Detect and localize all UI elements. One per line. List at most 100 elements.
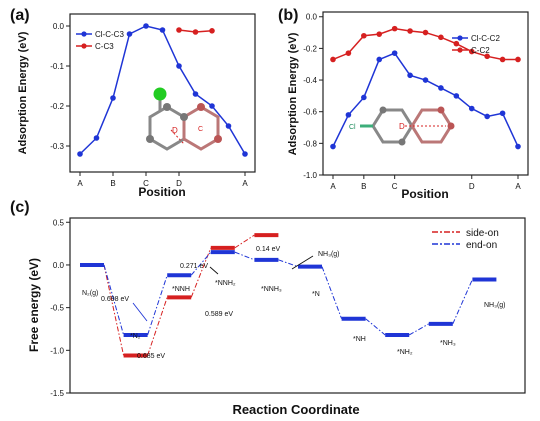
carbon-atom-a — [180, 113, 188, 121]
legend-label-c-0: side-on — [466, 228, 499, 239]
legend-label-a-1: C-C3 — [95, 42, 114, 51]
y-tick-label-b: 0.0 — [306, 13, 318, 22]
data-point-a-0 — [110, 95, 116, 101]
data-point-a-1 — [209, 28, 215, 34]
y-tick-label-c: 0.5 — [53, 218, 65, 227]
y-tick-label-a: 0.0 — [53, 22, 65, 31]
carbon-atom-b — [447, 122, 455, 130]
data-point-b-0 — [376, 56, 383, 63]
y-axis-label-a: Adsorption Energy (eV) — [17, 31, 29, 154]
chart-panel-a: Adsorption Energy (eV) Position 0.0 -0.1 -… — [17, 13, 256, 199]
x-axis-label-b: Position — [401, 187, 448, 201]
arrow-0271 — [209, 266, 219, 275]
chart-panel-b: Adsorption Energy (eV) Position 0.0 -0.2 -… — [287, 11, 529, 201]
data-point-b-0 — [468, 105, 475, 112]
plot-frame-c — [69, 217, 526, 394]
label-nh: *NH — [353, 336, 366, 343]
legend-b: Cl-C-C2 C-C2 — [452, 34, 500, 55]
label-nh3g-side: NH₃(g) — [318, 251, 340, 258]
legend-label-b-1: C-C2 — [471, 46, 490, 55]
cl-atom-a — [153, 87, 167, 101]
connector-1 — [452, 279, 473, 325]
label-n2: *N₂ — [130, 333, 141, 340]
legend-marker-a-0 — [81, 31, 87, 37]
energy-label-0698: 0.698 eV — [101, 296, 129, 303]
data-point-a-0 — [209, 103, 215, 109]
connector-1 — [234, 251, 255, 261]
data-point-a-1 — [192, 29, 199, 35]
data-point-b-0 — [515, 143, 521, 150]
connector-1 — [278, 259, 299, 268]
data-point-a-0 — [192, 91, 199, 97]
y-tick-label-b: -0.8 — [303, 139, 317, 148]
legend-label-a-0: Cl-C-C3 — [95, 30, 124, 39]
data-point-b-1 — [484, 53, 490, 60]
data-point-b-0 — [391, 50, 398, 56]
y-tick-label-c: 0.0 — [53, 261, 65, 270]
data-point-a-0 — [93, 135, 100, 141]
plot-frame-b — [322, 11, 529, 176]
molecule-inset-b: Cl D — [349, 106, 455, 146]
y-tick-label-b: -1.0 — [303, 171, 317, 180]
y-tick-label-a: -0.3 — [50, 142, 64, 151]
carbon-atom-b — [437, 106, 445, 114]
data-point-b-0 — [422, 77, 429, 83]
data-point-b-1 — [407, 28, 413, 34]
data-point-b-1 — [468, 48, 475, 55]
y-tick-label-c: -0.5 — [50, 304, 64, 313]
y-tick-label-c: -1.0 — [50, 346, 64, 355]
data-point-a-0 — [242, 151, 248, 157]
x-tick-label-a: A — [77, 179, 83, 188]
data-point-b-0 — [407, 72, 413, 79]
inset-label-c-a: C — [198, 126, 203, 133]
y-axis-label-b: Adsorption Energy (eV) — [287, 32, 299, 155]
legend-a: Cl-C-C3 C-C3 — [76, 30, 124, 51]
panel-a-label: (a) — [10, 7, 30, 24]
connector-1 — [190, 251, 212, 276]
data-point-a-0 — [176, 63, 182, 69]
data-point-b-0 — [499, 110, 506, 117]
label-nh3: *NH₃ — [440, 340, 456, 347]
data-point-b-1 — [438, 34, 444, 41]
x-tick-label-a: B — [110, 179, 115, 188]
data-point-b-0 — [330, 143, 336, 150]
data-point-b-1 — [515, 56, 521, 63]
legend-c: side-on end-on — [432, 228, 499, 251]
x-axis-label-c: Reaction Coordinate — [232, 402, 359, 417]
x-tick-label-a: C — [143, 179, 149, 188]
x-tick-label-b: B — [361, 182, 366, 191]
carbon-atom-a — [197, 103, 205, 111]
data-point-b-1 — [453, 40, 460, 47]
connector-1 — [365, 318, 386, 336]
legend-label-b-0: Cl-C-C2 — [471, 34, 500, 43]
data-point-b-1 — [345, 50, 352, 56]
x-tick-label-b: A — [330, 182, 336, 191]
energy-label-014: 0.14 eV — [256, 246, 280, 253]
x-tick-label-a: D — [176, 179, 182, 188]
x-tick-label-a: A — [242, 179, 248, 188]
legend-marker-a-1 — [81, 43, 87, 49]
data-point-b-0 — [438, 85, 444, 91]
panel-b-label: (b) — [278, 7, 298, 24]
inset-label-d-b: D — [399, 122, 405, 131]
x-tick-label-b: C — [392, 182, 398, 191]
direction-arrow-a — [170, 129, 185, 145]
label-nnh3: *NNH₃ — [261, 286, 282, 293]
ring-left-a — [148, 105, 186, 151]
y-tick-label-b: -0.2 — [303, 44, 317, 53]
energy-label-0271: 0.271 eV — [180, 263, 208, 270]
label-n2g: N₂(g) — [82, 290, 98, 297]
annotations-c: N₂(g) *N₂ *NNH *NNH₂ *NNH₃ *N *NH *NH₂ *… — [82, 246, 506, 360]
data-point-a-0 — [159, 27, 166, 33]
arrow-nh3g-side — [291, 255, 314, 270]
carbon-atom-a — [163, 103, 171, 111]
y-tick-label-b: -0.6 — [303, 108, 317, 117]
y-tick-label-a: -0.1 — [50, 62, 64, 71]
data-point-b-0 — [453, 93, 460, 99]
connector-1 — [408, 323, 430, 336]
y-tick-label-b: -0.4 — [303, 76, 317, 85]
data-point-b-1 — [361, 32, 367, 39]
data-point-a-0 — [143, 23, 149, 29]
connector-0 — [103, 264, 125, 356]
